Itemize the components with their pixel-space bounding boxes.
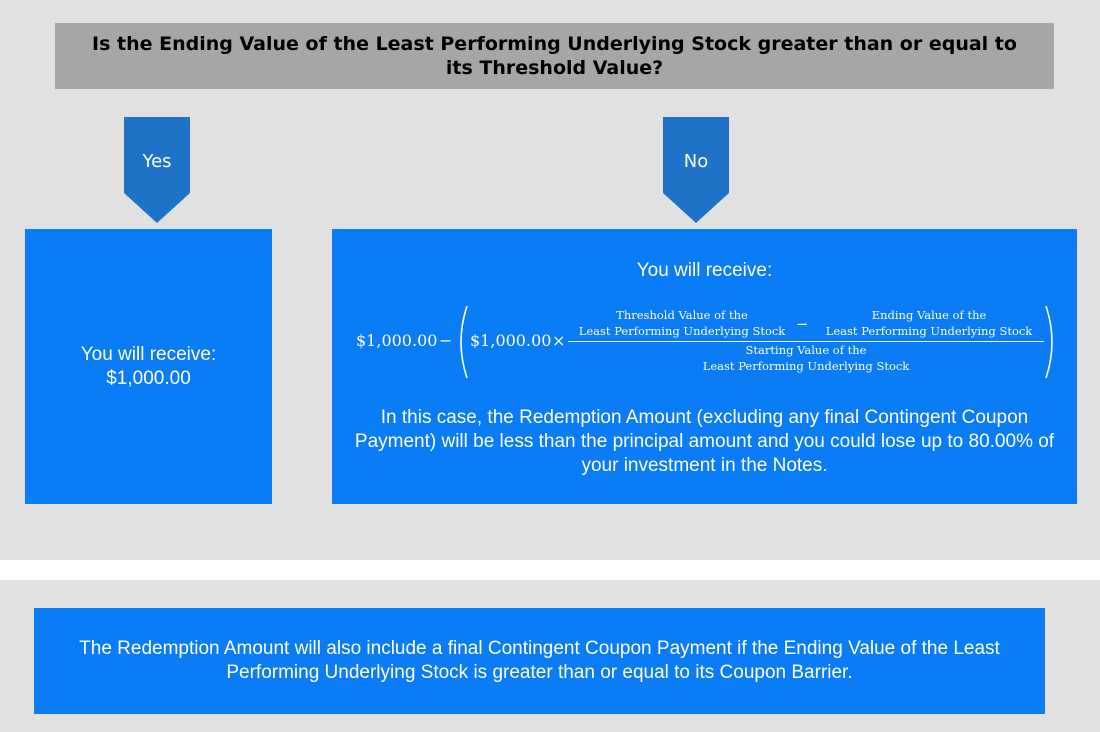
- right-paren: [1045, 305, 1053, 379]
- yes-label: Yes: [142, 151, 172, 172]
- formula-inner-principal: $1,000.00: [470, 331, 552, 350]
- numerator-a-line2: Least Performing Underlying Stock: [578, 324, 786, 338]
- yes-outcome-box: You will receive: $1,000.00: [25, 229, 272, 504]
- no-arrow: No: [663, 117, 729, 223]
- yes-amount: $1,000.00: [106, 367, 191, 389]
- no-outcome-box: You will receive: $1,000.00 − $1,000.00 …: [332, 229, 1077, 504]
- denominator-line2: Least Performing Underlying Stock: [702, 359, 910, 373]
- no-outcome-explanation: In this case, the Redemption Amount (exc…: [354, 407, 1055, 476]
- no-receive-label: You will receive:: [636, 260, 773, 281]
- question-text: Is the Ending Value of the Least Perform…: [92, 33, 1017, 79]
- coupon-note-text: The Redemption Amount will also include …: [79, 638, 1000, 683]
- fraction-bar: [568, 341, 1044, 342]
- numerator-a-line1: Threshold Value of the: [616, 308, 748, 322]
- formula-times: ×: [552, 331, 566, 350]
- numerator-b-line2: Least Performing Underlying Stock: [825, 324, 1033, 338]
- numerator-minus: −: [795, 315, 809, 333]
- numerator-b-line1: Ending Value of the: [871, 308, 987, 322]
- formula-principal: $1,000.00: [356, 331, 438, 350]
- yes-arrow: Yes: [124, 117, 190, 223]
- left-paren: [460, 305, 468, 379]
- coupon-note-box: The Redemption Amount will also include …: [34, 608, 1045, 714]
- redemption-formula: $1,000.00 − $1,000.00 × Threshold Value …: [356, 305, 1056, 381]
- yes-receive-label: You will receive:: [80, 343, 217, 365]
- question-banner: Is the Ending Value of the Least Perform…: [55, 23, 1054, 89]
- formula-minus: −: [439, 331, 453, 350]
- denominator-line1: Starting Value of the: [745, 343, 867, 357]
- no-label: No: [683, 151, 709, 172]
